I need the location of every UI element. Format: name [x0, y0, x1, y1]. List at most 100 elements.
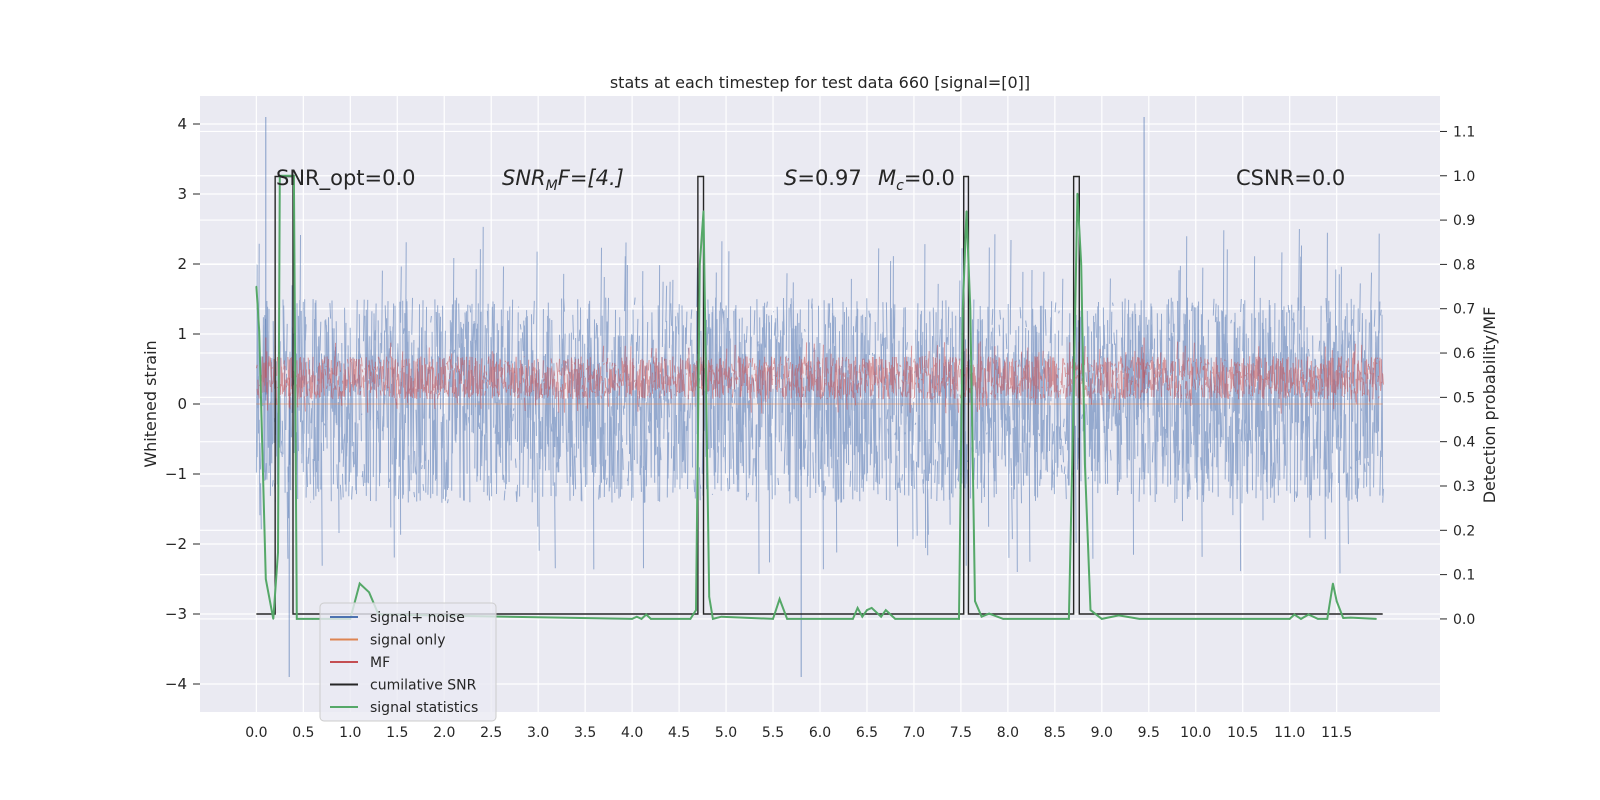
x-tick-label: 6.0 [809, 725, 831, 741]
signal-statistics-point [884, 609, 887, 611]
x-tick-label: 9.0 [1091, 725, 1113, 741]
snr-mf-name: SNR [502, 166, 546, 190]
mc-subscript: c [896, 178, 904, 194]
x-tick-label: 1.5 [386, 725, 408, 741]
signal-statistics-point [1307, 613, 1310, 616]
chart-title: stats at each timestep for test data 660… [610, 73, 1030, 92]
series-layer [255, 117, 1384, 677]
series-mf [255, 337, 1384, 414]
y-tick-label: −2 [165, 535, 187, 553]
y2-tick-label: 0.3 [1453, 479, 1475, 495]
signal-statistics-point [1317, 618, 1319, 620]
legend-label: cumilative SNR [370, 678, 477, 694]
signal-statistics-point [861, 615, 864, 618]
x-tick-label: 4.0 [621, 725, 643, 741]
signal-statistics-point [695, 609, 697, 611]
signal-statistics-point [1293, 613, 1296, 616]
signal-statistics-point [1002, 618, 1004, 620]
signal-statistics-point [786, 618, 788, 620]
y-tick-label: 3 [177, 185, 187, 203]
x-tick-label: 7.0 [903, 725, 925, 741]
signal-statistics-point [1084, 463, 1086, 465]
annotation-snr-opt: SNR_opt=0.0 [276, 166, 416, 191]
y2-tick-label: 0.5 [1453, 390, 1475, 406]
signal-statistics-point [1138, 618, 1141, 620]
signal-statistics-point [650, 618, 652, 620]
signal-statistics-point [856, 607, 859, 609]
series-signal-noise-trace [255, 226, 1384, 574]
x-tick-label: 10.0 [1180, 725, 1211, 741]
signal-statistics-point [965, 210, 968, 213]
signal-statistics-point [1349, 616, 1352, 619]
signal-statistics-point [277, 551, 279, 554]
signal-statistics-point [279, 174, 281, 177]
x-tick-label: 11.5 [1321, 725, 1352, 741]
x-tick-label: 3.0 [527, 725, 549, 741]
x-tick-label: 6.5 [856, 725, 878, 741]
legend-box [319, 602, 497, 722]
signal-statistics-point [1089, 609, 1092, 611]
signal-statistics-point [358, 582, 361, 585]
signal-statistics-point [772, 618, 774, 620]
x-tick-label: 0.0 [245, 725, 267, 741]
signal-statistics-point [295, 618, 298, 620]
y-axis-ticks: 4 3 2 1 0 −1 −2 −3 −4 [165, 115, 200, 693]
signal-statistics-point [974, 600, 976, 603]
signal-statistics-point [866, 609, 868, 611]
annotation-csnr: CSNR=0.0 [1236, 166, 1345, 190]
signal-statistics-point [894, 618, 896, 620]
y2-tick-label: 0.9 [1453, 213, 1475, 229]
signal-statistics-point [311, 618, 314, 620]
x-tick-label: 7.5 [950, 725, 972, 741]
signal-statistics-point [645, 613, 648, 616]
signal-statistics-point [961, 307, 964, 310]
series-mf-trace [255, 341, 1384, 414]
x-axis-ticks: 0.0 0.5 1.0 1.5 2.0 2.5 3.0 3.5 4.0 4.5 5.0 5.5 6.0 6… [245, 725, 1352, 741]
y2-tick-label: 0.7 [1453, 302, 1475, 318]
signal-statistics-point [1332, 582, 1334, 585]
legend-label: signal statistics [370, 700, 478, 716]
signal-statistics-point [958, 618, 960, 620]
x-tick-label: 3.5 [574, 725, 596, 741]
y-tick-label: −4 [165, 675, 187, 693]
snr-mf-rest: F=[4.] [558, 166, 624, 190]
signal-statistics-point [712, 618, 714, 620]
x-tick-label: 2.5 [480, 725, 502, 741]
signal-statistics-point [702, 210, 705, 213]
signal-statistics-point [720, 615, 723, 618]
y2-axis-label: Detection probability/MF [1480, 307, 1499, 504]
x-tick-label: 5.5 [762, 725, 784, 741]
y-tick-label: −1 [165, 465, 187, 483]
y2-tick-label: 1.1 [1453, 124, 1475, 140]
signal-statistics-point [698, 263, 701, 266]
signal-statistics-point [1335, 600, 1338, 603]
annotation-snr-mf: SNRMF=[4.] [502, 166, 624, 194]
signal-statistics-point [640, 618, 643, 620]
x-tick-label: 10.5 [1227, 725, 1258, 741]
signal-statistics-point [1076, 192, 1079, 195]
snr-mf-subscript: M [546, 178, 558, 194]
signal-statistics-point [1068, 618, 1070, 620]
y2-tick-label: 0.1 [1453, 568, 1475, 584]
annotation-s: S=0.97 [784, 166, 862, 190]
signal-statistics-point [852, 618, 854, 620]
y2-tick-label: 1.0 [1453, 169, 1475, 185]
signal-statistics-point [1300, 618, 1302, 620]
signal-statistics-point [1072, 396, 1075, 399]
signal-statistics-point [1117, 614, 1120, 617]
y2-tick-label: 0.0 [1453, 612, 1475, 628]
signal-statistics-point [778, 598, 781, 600]
x-tick-label: 0.5 [292, 725, 314, 741]
signal-statistics-point [368, 591, 370, 594]
legend-label: MF [370, 655, 390, 671]
signal-statistics-point [272, 618, 275, 620]
y-axis-label: Whitened strain [141, 340, 160, 467]
signal-statistics-point [1288, 618, 1291, 620]
x-tick-label: 8.5 [1044, 725, 1066, 741]
x-tick-label: 8.0 [997, 725, 1019, 741]
y-tick-label: −3 [165, 605, 187, 623]
x-tick-label: 2.0 [433, 725, 455, 741]
signal-statistics-point [264, 578, 267, 580]
y-tick-label: 2 [177, 255, 187, 273]
signal-statistics-point [1342, 617, 1345, 619]
